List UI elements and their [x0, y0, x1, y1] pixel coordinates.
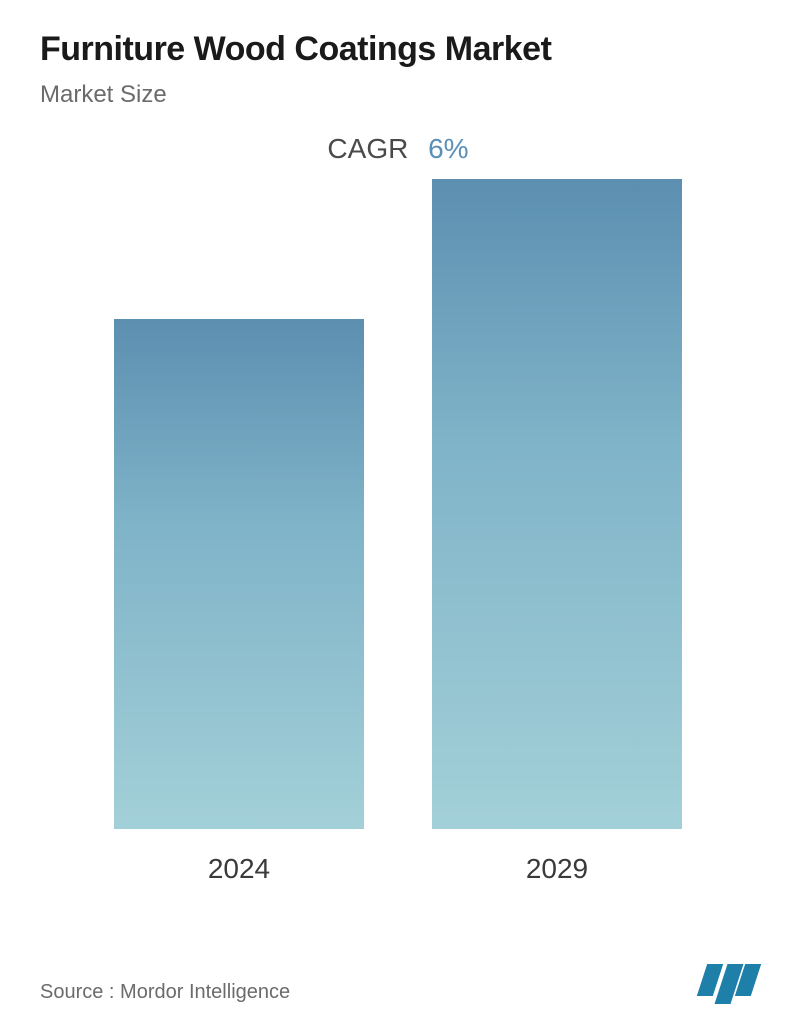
bar-label-2024: 2024	[208, 853, 270, 885]
cagr-row: CAGR 6%	[40, 133, 756, 165]
cagr-value: 6%	[428, 133, 468, 164]
chart-area: 2024 2029	[40, 205, 756, 885]
bar-2029	[432, 179, 682, 829]
chart-title: Furniture Wood Coatings Market	[40, 30, 756, 69]
bar-group-2024: 2024	[114, 319, 364, 885]
footer: Source : Mordor Intelligence	[40, 964, 756, 1004]
cagr-label: CAGR	[327, 133, 408, 164]
bar-label-2029: 2029	[526, 853, 588, 885]
bar-2024	[114, 319, 364, 829]
brand-logo-icon	[702, 964, 756, 1004]
bar-group-2029: 2029	[432, 179, 682, 885]
source-text: Source : Mordor Intelligence	[40, 981, 290, 1004]
chart-subtitle: Market Size	[40, 81, 756, 109]
